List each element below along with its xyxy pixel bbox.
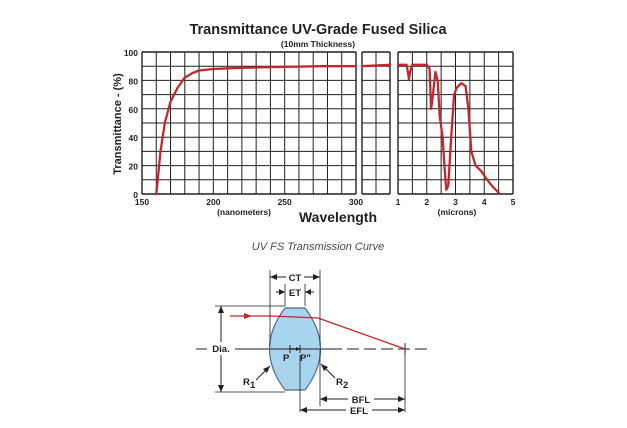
r1-arrow [263, 366, 270, 373]
y-tick-label: 60 [129, 105, 139, 115]
figure-caption: UV FS Transmission Curve [252, 241, 384, 253]
lens-diagram: P P" Dia. CT ET R [196, 270, 430, 417]
x-tick-label: 5 [511, 197, 516, 207]
x-tick-label: 150 [135, 197, 149, 207]
y-tick-label: 0 [133, 190, 138, 200]
label-p-prime: P" [300, 353, 311, 364]
x-tick-label: 2 [424, 197, 429, 207]
label-bfl: BFL [352, 395, 371, 406]
label-r2: R [336, 377, 343, 388]
x-unit-nanometers: (nanometers) [217, 207, 271, 217]
chart-grid [141, 51, 514, 195]
x-axis-label: Wavelength [299, 209, 377, 225]
bfl-arrow-right [398, 396, 405, 402]
y-tick-label: 20 [129, 162, 139, 172]
ray-arrowhead [244, 313, 252, 319]
label-efl: EFL [350, 406, 368, 417]
x-tick-label: 1 [396, 197, 401, 207]
r2-arrow [321, 364, 328, 371]
dia-arrow-top [218, 306, 224, 313]
x-unit-microns: (microns) [438, 207, 477, 217]
label-et: ET [289, 288, 301, 299]
x-tick-label: 300 [349, 197, 363, 207]
x-tick-label: 4 [482, 197, 487, 207]
series-line-ir [396, 63, 500, 194]
et-arrow-left [279, 289, 285, 295]
x-tick-label: 200 [206, 197, 220, 207]
y-axis-label: Transmittance - (%) [112, 73, 124, 175]
ray-outgoing [317, 317, 406, 350]
efl-arrow-right [398, 407, 405, 413]
ct-arrow-left [270, 274, 277, 280]
label-dia: Dia. [212, 344, 229, 355]
chart-title: Transmittance UV-Grade Fused Silica [189, 22, 447, 38]
ct-arrow-right [313, 274, 320, 280]
y-tick-label: 40 [129, 133, 139, 143]
ray-in-lens [271, 315, 319, 319]
x-tick-label: 250 [278, 197, 292, 207]
label-ct: CT [289, 273, 302, 284]
dia-arrow-bottom [218, 385, 224, 392]
label-r1: R [243, 377, 250, 388]
dia-label-bg [207, 342, 235, 355]
series-line-visible [360, 63, 392, 68]
y-tick-label: 80 [129, 76, 139, 86]
et-arrow-right [305, 289, 311, 295]
series-line-uv [155, 65, 358, 196]
chart-curves [155, 63, 500, 196]
principal-arrow-head [296, 347, 300, 351]
y-tick-label: 100 [124, 48, 138, 58]
x-tick-label: 3 [453, 197, 458, 207]
label-p: P [283, 353, 290, 364]
bfl-arrow-left [320, 396, 327, 402]
chart-ticks: 150 200 250 300 1 2 3 4 5 0 20 40 60 80 100 [124, 48, 516, 207]
efl-arrow-left [300, 407, 307, 413]
label-r2-sub: 2 [343, 380, 348, 391]
label-r1-sub: 1 [250, 380, 256, 391]
chart-subtitle: (10mm Thickness) [281, 39, 355, 49]
